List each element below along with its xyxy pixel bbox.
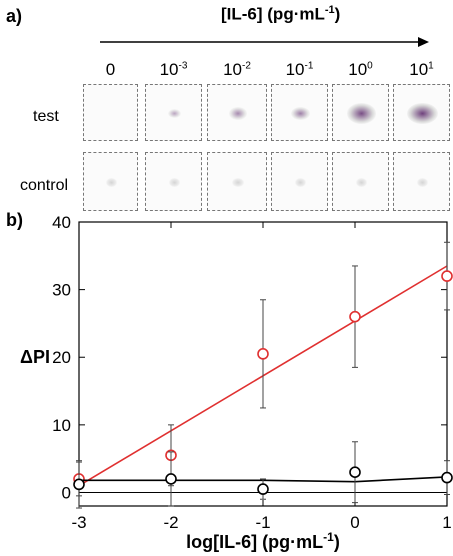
signal-spot [167,108,182,119]
signal-spot [355,178,368,187]
signal-spot [232,178,244,187]
control-well [393,152,450,211]
concentration-title: [IL-6] (pg·mL-1) [221,4,341,24]
signal-spot [347,103,376,124]
test-well [145,84,202,141]
test-well [83,84,138,141]
data-point [349,466,361,478]
x-tick-label: -1 [255,513,270,532]
data-point [441,270,453,282]
concentration-tick-label: 0 [105,60,116,79]
signal-spot [168,178,181,187]
data-point [441,471,453,484]
control-well [332,152,389,211]
signal-spot [416,178,429,187]
x-axis-label: log[IL-6] (pg·mL-1) [186,530,340,552]
x-tick-label: -3 [71,513,86,532]
x-tick-label: 0 [350,513,359,532]
concentration-tick-label: 10-1 [285,60,314,79]
control-well [83,152,138,211]
signal-spot [105,178,118,187]
test-well [271,84,328,141]
data-point [349,310,361,323]
control-well [145,152,202,211]
test-well [207,84,267,141]
signal-spot [290,106,311,121]
concentration-tick-label: 10-3 [159,60,188,79]
test-well [393,84,450,141]
signal-spot [407,102,438,125]
signal-spot [229,107,247,120]
row-label-test: test [33,108,59,125]
signal-spot [294,178,307,187]
data-point [257,348,269,360]
x-tick-label: 1 [442,513,451,532]
y-tick-label: 10 [52,416,71,435]
data-point [257,483,269,495]
row-label-control: control [20,177,69,194]
y-tick-label: 30 [52,281,71,300]
concentration-tick-label: 100 [348,60,373,79]
y-tick-label: 20 [52,348,71,367]
y-tick-label: 0 [62,483,71,502]
concentration-tick-label: 101 [409,60,434,79]
data-point [73,478,85,491]
concentration-arrow [100,37,429,47]
y-tick-label: 40 [52,213,71,232]
y-axis-label: ΔPI [20,347,50,367]
test-well [332,84,389,141]
panel-b-label: b) [6,210,23,230]
x-tick-label: -2 [163,513,178,532]
data-point [165,473,177,485]
control-well [271,152,328,211]
concentration-tick-label: 10-2 [223,60,251,79]
panel-a-label: a) [6,6,23,26]
control-well [207,152,267,211]
